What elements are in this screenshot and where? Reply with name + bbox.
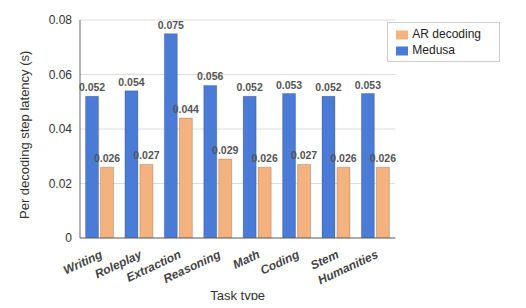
svg-text:Reasoning: Reasoning xyxy=(161,247,223,286)
svg-text:Extraction: Extraction xyxy=(124,247,184,285)
svg-text:0.026: 0.026 xyxy=(94,152,120,164)
svg-text:Writing: Writing xyxy=(61,247,105,278)
svg-text:0.054: 0.054 xyxy=(118,76,144,88)
svg-text:0.056: 0.056 xyxy=(197,70,223,82)
svg-text:Per decoding step latency (s): Per decoding step latency (s) xyxy=(17,51,32,219)
svg-text:Roleplay: Roleplay xyxy=(92,247,144,282)
svg-text:0.027: 0.027 xyxy=(133,149,159,161)
svg-text:0.044: 0.044 xyxy=(173,103,199,115)
svg-text:0.04: 0.04 xyxy=(49,122,73,136)
svg-text:0.08: 0.08 xyxy=(49,13,73,27)
svg-text:0.026: 0.026 xyxy=(252,152,278,164)
svg-text:Stem: Stem xyxy=(308,247,341,273)
svg-text:0.026: 0.026 xyxy=(330,152,356,164)
svg-text:0.027: 0.027 xyxy=(291,149,317,161)
html-text:AR decoding: AR decoding xyxy=(412,27,481,41)
svg-text:0.052: 0.052 xyxy=(315,81,341,93)
svg-text:Humanities: Humanities xyxy=(316,247,381,287)
svg-text:0.053: 0.053 xyxy=(355,79,381,91)
html-text:Medusa: Medusa xyxy=(412,43,455,57)
svg-text:Math: Math xyxy=(231,247,262,272)
svg-text:0.029: 0.029 xyxy=(212,144,238,156)
svg-text:Coding: Coding xyxy=(258,247,302,277)
svg-text:Task type: Task type xyxy=(210,288,265,300)
svg-text:0.052: 0.052 xyxy=(237,81,263,93)
svg-text:0.06: 0.06 xyxy=(49,68,73,82)
svg-text:0.075: 0.075 xyxy=(158,19,184,31)
svg-text:0.026: 0.026 xyxy=(370,152,396,164)
svg-text:0: 0 xyxy=(65,231,72,245)
svg-text:0.02: 0.02 xyxy=(49,177,73,191)
svg-text:0.052: 0.052 xyxy=(79,81,105,93)
svg-text:0.053: 0.053 xyxy=(276,79,302,91)
